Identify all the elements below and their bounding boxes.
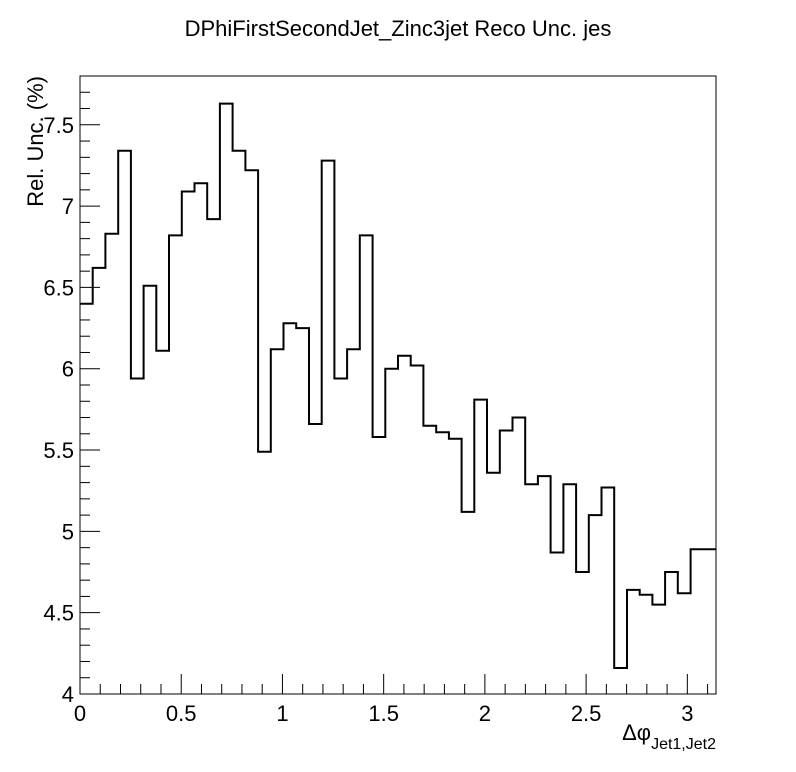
y-axis-label: Rel. Unc. (%) bbox=[23, 76, 48, 207]
y-tick-label: 5 bbox=[62, 519, 74, 544]
y-tick-label: 7.5 bbox=[43, 113, 74, 138]
plot-frame bbox=[79, 75, 717, 695]
x-tick-label: 1.5 bbox=[368, 701, 399, 726]
histogram-series-line bbox=[80, 102, 716, 669]
x-tick-label: 0 bbox=[74, 701, 86, 726]
x-tick-label: 2.5 bbox=[571, 701, 602, 726]
x-tick-label: 2 bbox=[479, 701, 491, 726]
x-axis-label-main: Δφ bbox=[622, 720, 651, 745]
y-tick-label: 6 bbox=[62, 357, 74, 382]
x-axis: 0 0.5 1 1.5 2 2.5 3 bbox=[74, 674, 709, 726]
x-axis-label: ΔφJet1,Jet2 bbox=[622, 720, 716, 753]
x-tick-label: 3 bbox=[681, 701, 693, 726]
x-axis-label-subscript: Jet1,Jet2 bbox=[651, 736, 716, 753]
chart-title: DPhiFirstSecondJet_Zinc3jet Reco Unc. je… bbox=[185, 16, 612, 41]
y-tick-label: 4.5 bbox=[43, 601, 74, 626]
y-tick-label: 5.5 bbox=[43, 438, 74, 463]
y-tick-label: 4 bbox=[62, 682, 74, 707]
x-tick-label: 0.5 bbox=[166, 701, 197, 726]
x-tick-label: 1 bbox=[276, 701, 288, 726]
y-axis: 4 4.5 5 5.5 6 6.5 7 7.5 bbox=[43, 75, 100, 707]
y-tick-label: 6.5 bbox=[43, 275, 74, 300]
y-tick-label: 7 bbox=[62, 194, 74, 219]
